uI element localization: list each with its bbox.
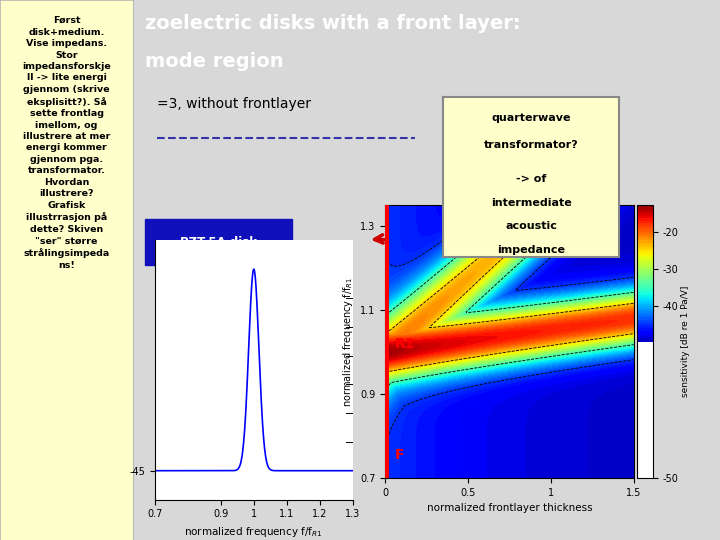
Text: R1: R1 xyxy=(395,336,415,350)
Text: Først
disk+medium.
Vise impedans.
Stor
impedansforskje
ll -> lite energi
gjennom: Først disk+medium. Vise impedans. Stor i… xyxy=(22,16,111,269)
Text: F: F xyxy=(395,448,405,462)
Text: transformator?: transformator? xyxy=(484,140,578,150)
Text: quarterwave: quarterwave xyxy=(491,113,571,123)
Y-axis label: normalized frequency f/f$_{R1}$: normalized frequency f/f$_{R1}$ xyxy=(341,276,354,407)
X-axis label: normalized frontlayer thickness: normalized frontlayer thickness xyxy=(426,503,593,513)
Text: impedance: impedance xyxy=(497,245,565,255)
FancyBboxPatch shape xyxy=(145,219,292,265)
Text: PZT-5A disk: PZT-5A disk xyxy=(180,235,257,249)
Text: acoustic: acoustic xyxy=(505,221,557,232)
Text: intermediate: intermediate xyxy=(490,198,572,207)
Text: mode region: mode region xyxy=(145,52,284,71)
Text: -> of: -> of xyxy=(516,174,546,184)
Text: =3, without frontlayer: =3, without frontlayer xyxy=(157,97,310,111)
FancyArrowPatch shape xyxy=(374,235,431,274)
Y-axis label: sensitivity [dB re 1 Pa/V]: sensitivity [dB re 1 Pa/V] xyxy=(681,286,690,397)
Text: zoelectric disks with a front layer:: zoelectric disks with a front layer: xyxy=(145,14,521,33)
X-axis label: normalized frequency f/f$_{R1}$: normalized frequency f/f$_{R1}$ xyxy=(184,525,323,539)
